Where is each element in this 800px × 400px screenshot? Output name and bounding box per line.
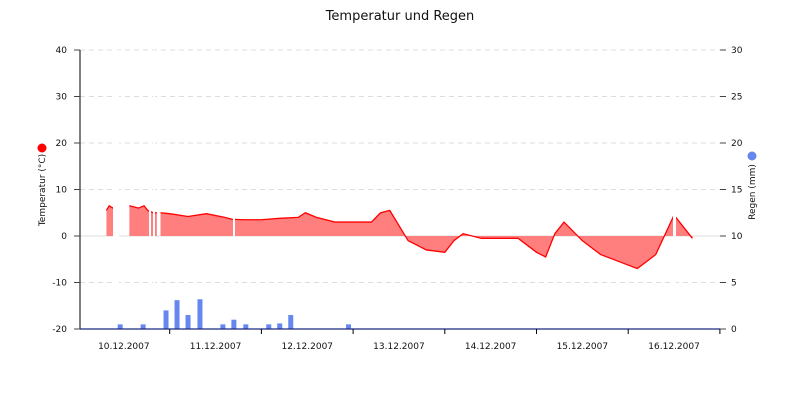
- tick-label: 25: [731, 93, 742, 103]
- tick-label: 0: [731, 325, 737, 335]
- data-gap: [149, 50, 151, 329]
- rain-bar-series: [117, 299, 352, 329]
- tick-label: 10: [56, 186, 68, 196]
- axis-legends: Temperatur (°C) Regen (mm): [37, 143, 758, 227]
- x-tick-label: 16.12.2007: [648, 342, 700, 352]
- tick-label: -10: [52, 279, 67, 289]
- left-axis-title: Temperatur (°C): [38, 154, 48, 227]
- tick-label: 30: [56, 93, 68, 103]
- chart-title: Temperatur und Regen: [325, 9, 475, 24]
- rain-bar: [220, 324, 226, 329]
- rain-bar: [140, 324, 146, 329]
- rain-bar: [288, 315, 294, 329]
- tick-label: 20: [56, 139, 68, 149]
- temperature-fill: [129, 205, 157, 236]
- rain-bar: [346, 324, 352, 329]
- tick-label: 5: [731, 279, 737, 289]
- rain-bar: [163, 310, 169, 329]
- right-axis-ticks: 30 25 20 15 10 5 0: [720, 46, 743, 335]
- left-axis-ticks: 40 30 20 10 0 -10 -20: [52, 46, 80, 335]
- tick-label: 10: [731, 232, 743, 242]
- right-axis-title: Regen (mm): [748, 164, 758, 220]
- tick-label: -20: [52, 325, 67, 335]
- x-tick-label: 11.12.2007: [190, 342, 242, 352]
- x-axis-ticks: 10.12.2007 11.12.2007 12.12.2007 13.12.2007…: [98, 329, 721, 352]
- temperature-line: [160, 209, 693, 270]
- tick-label: 15: [731, 186, 742, 196]
- rain-bar: [185, 315, 191, 329]
- tick-label: 0: [61, 232, 67, 242]
- x-tick-label: 15.12.2007: [557, 342, 609, 352]
- rain-bar: [266, 324, 272, 329]
- rain-bar: [277, 323, 283, 329]
- rain-bar: [231, 319, 237, 329]
- rain-bar: [243, 324, 249, 329]
- data-gap: [113, 50, 119, 329]
- tick-label: 20: [731, 139, 743, 149]
- data-gap: [233, 50, 235, 329]
- x-tick-label: 13.12.2007: [373, 342, 425, 352]
- data-gap: [673, 50, 676, 329]
- temperature-legend-dot: [37, 143, 47, 153]
- tick-label: 40: [56, 46, 68, 56]
- rain-bar: [117, 324, 123, 329]
- x-tick-label: 10.12.2007: [98, 342, 150, 352]
- gridlines: [80, 49, 720, 330]
- temperature-area-series: [105, 50, 693, 329]
- x-tick-label: 14.12.2007: [465, 342, 517, 352]
- rain-bar: [174, 300, 180, 329]
- x-tick-label: 12.12.2007: [281, 342, 333, 352]
- data-gap: [153, 50, 155, 329]
- rain-legend-dot: [747, 151, 757, 161]
- temperature-fill: [160, 210, 693, 269]
- tick-label: 30: [731, 46, 743, 56]
- rain-bar: [197, 299, 203, 329]
